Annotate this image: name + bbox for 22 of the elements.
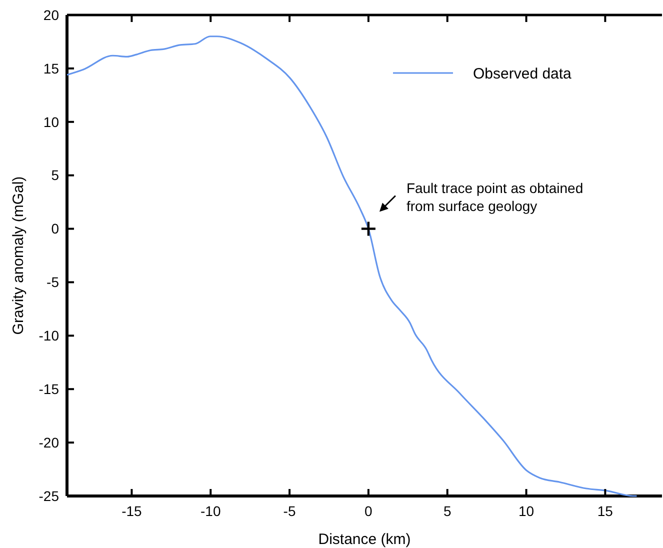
x-tick-label: 15 xyxy=(597,503,614,519)
y-tick-label: 20 xyxy=(43,6,60,23)
y-tick-label: 15 xyxy=(43,60,60,76)
x-tick-label: -5 xyxy=(283,503,296,519)
line-series xyxy=(66,36,638,497)
y-tick-label: -10 xyxy=(38,328,60,344)
y-axis-title: Gravity anomaly (mGal) xyxy=(10,176,27,335)
y-tick-label: 10 xyxy=(43,114,60,130)
x-tick-label: -15 xyxy=(122,503,142,519)
y-tick-label: -25 xyxy=(38,488,60,504)
y-tick-label: -15 xyxy=(38,381,60,398)
x-tick-label: 5 xyxy=(443,503,452,519)
x-tick-label: -10 xyxy=(200,503,221,519)
y-tick-label: 5 xyxy=(51,167,60,184)
x-axis-title: Distance (km) xyxy=(318,531,411,548)
legend-label: Observed data xyxy=(473,65,572,82)
x-tick-label: 0 xyxy=(364,503,373,519)
annotation: Fault trace point as obtained from surface geology xyxy=(406,180,584,214)
y-tick-label: 0 xyxy=(51,220,60,237)
x-tick-label: 10 xyxy=(518,503,534,519)
y-tick-label: -20 xyxy=(38,434,60,450)
y-tick-label: -5 xyxy=(46,274,60,290)
